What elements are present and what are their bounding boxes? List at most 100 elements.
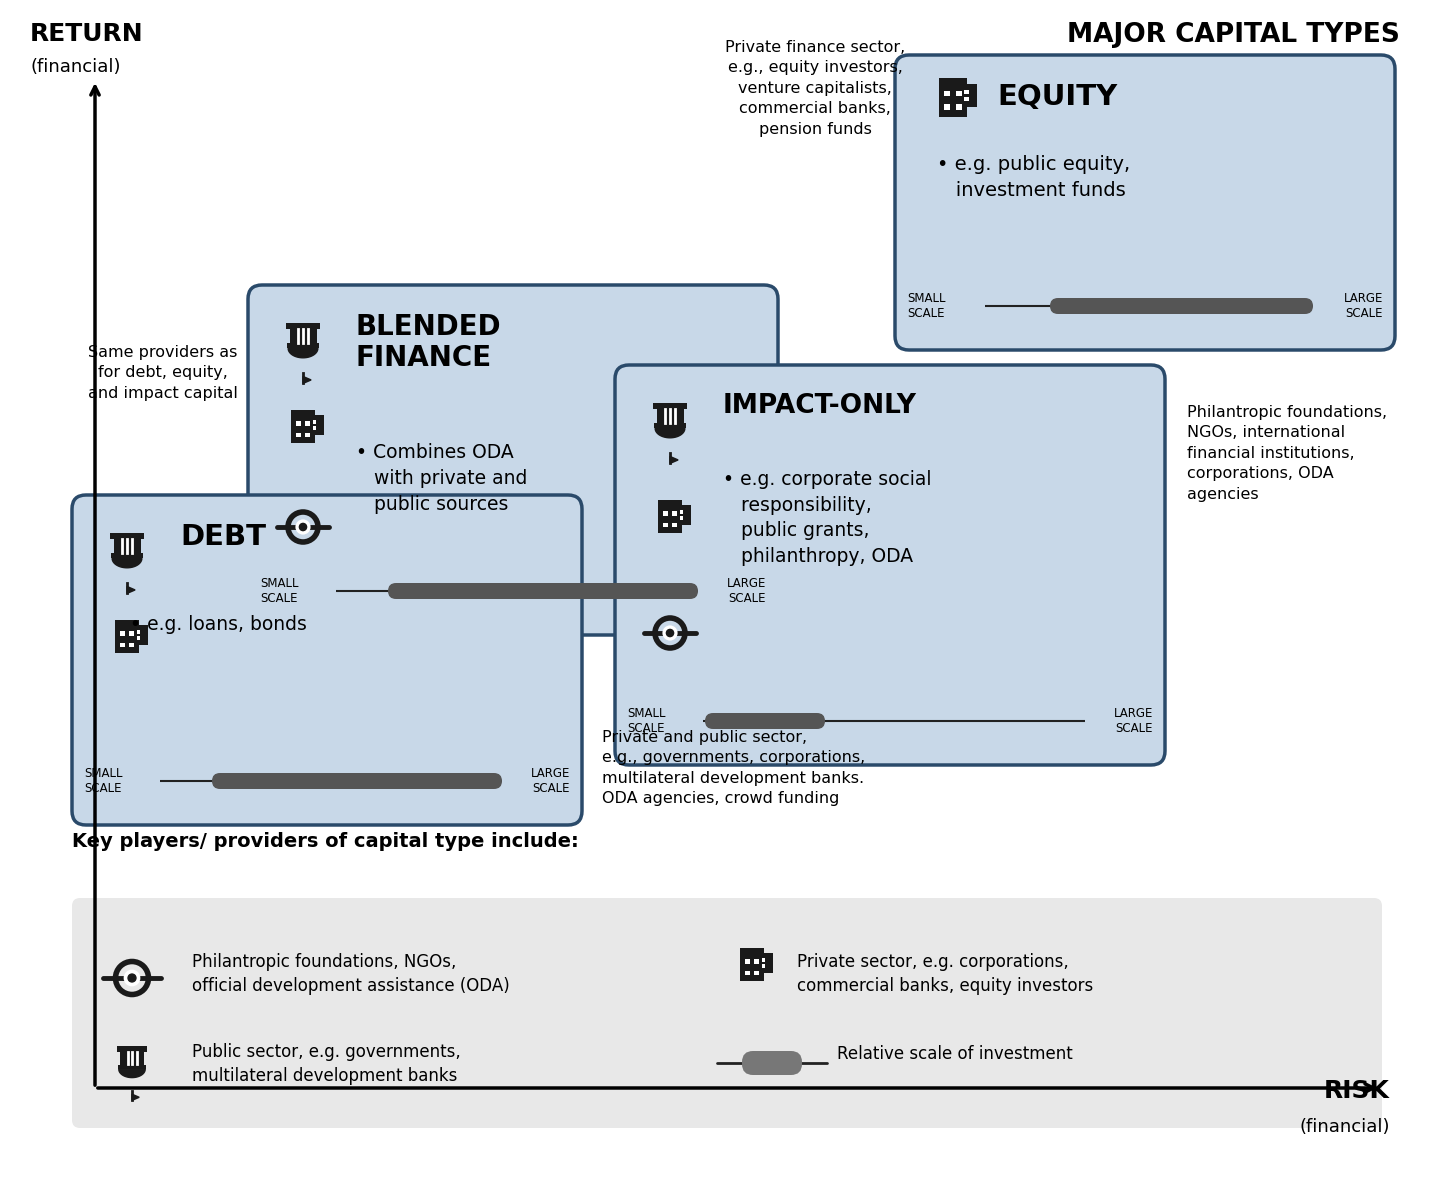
Circle shape [128,974,135,982]
FancyBboxPatch shape [744,959,750,963]
Text: Private sector, e.g. corporations,
commercial banks, equity investors: Private sector, e.g. corporations, comme… [796,953,1093,994]
FancyBboxPatch shape [755,959,759,963]
Text: Philantropic foundations,
NGOs, international
financial institutions,
corporatio: Philantropic foundations, NGOs, internat… [1187,405,1387,501]
FancyBboxPatch shape [305,432,310,437]
Text: SMALL
SCALE: SMALL SCALE [907,292,946,320]
Text: Relative scale of investment: Relative scale of investment [837,1045,1073,1063]
FancyBboxPatch shape [945,90,950,96]
Polygon shape [655,429,685,438]
Polygon shape [112,558,143,568]
FancyBboxPatch shape [680,516,684,520]
FancyBboxPatch shape [118,1064,145,1069]
FancyBboxPatch shape [120,1051,144,1064]
Text: SMALL
SCALE: SMALL SCALE [261,577,298,605]
FancyBboxPatch shape [135,625,147,645]
FancyBboxPatch shape [311,416,324,435]
Text: RISK: RISK [1325,1079,1390,1102]
FancyBboxPatch shape [137,636,141,640]
Text: (financial): (financial) [30,58,121,76]
FancyBboxPatch shape [130,631,134,636]
FancyBboxPatch shape [117,1047,147,1051]
Text: EQUITY: EQUITY [996,83,1117,110]
FancyBboxPatch shape [662,523,668,527]
FancyBboxPatch shape [72,495,582,824]
FancyBboxPatch shape [672,523,677,527]
FancyBboxPatch shape [740,948,765,981]
FancyBboxPatch shape [939,78,968,116]
FancyBboxPatch shape [956,105,962,110]
Text: LARGE
SCALE: LARGE SCALE [727,577,766,605]
Text: Private and public sector,
e.g., governments, corporations,
multilateral develop: Private and public sector, e.g., governm… [602,729,865,807]
Text: LARGE
SCALE: LARGE SCALE [1344,292,1382,320]
FancyBboxPatch shape [965,89,969,94]
FancyBboxPatch shape [963,83,978,107]
FancyBboxPatch shape [680,510,684,514]
FancyBboxPatch shape [111,532,144,538]
FancyBboxPatch shape [672,511,677,516]
FancyBboxPatch shape [615,365,1165,765]
FancyBboxPatch shape [654,403,687,409]
FancyBboxPatch shape [289,329,317,343]
Text: RETURN: RETURN [30,23,144,46]
Text: Public sector, e.g. governments,
multilateral development banks: Public sector, e.g. governments, multila… [192,1043,461,1085]
FancyBboxPatch shape [130,643,134,647]
Text: IMPACT-ONLY: IMPACT-ONLY [723,393,917,419]
FancyBboxPatch shape [312,426,317,430]
FancyBboxPatch shape [120,631,125,636]
FancyBboxPatch shape [762,965,766,968]
Polygon shape [670,456,678,463]
FancyBboxPatch shape [248,285,778,636]
Circle shape [124,969,140,986]
FancyBboxPatch shape [312,421,317,424]
Text: LARGE
SCALE: LARGE SCALE [530,767,570,795]
Text: BLENDED
FINANCE: BLENDED FINANCE [356,312,501,372]
Polygon shape [288,348,318,358]
Text: • e.g. loans, bonds: • e.g. loans, bonds [130,615,307,634]
FancyBboxPatch shape [760,953,773,973]
Text: • e.g. corporate social
   responsibility,
   public grants,
   philanthropy, OD: • e.g. corporate social responsibility, … [723,470,932,567]
FancyBboxPatch shape [137,630,141,634]
Circle shape [667,630,674,637]
FancyBboxPatch shape [755,971,759,975]
FancyBboxPatch shape [742,1051,802,1075]
FancyBboxPatch shape [72,898,1382,1127]
Text: SMALL
SCALE: SMALL SCALE [84,767,122,795]
FancyBboxPatch shape [114,538,141,554]
Text: Private finance sector,
e.g., equity investors,
venture capitalists,
commercial : Private finance sector, e.g., equity inv… [724,40,906,137]
FancyBboxPatch shape [295,432,301,437]
FancyBboxPatch shape [762,959,766,962]
FancyBboxPatch shape [965,96,969,101]
FancyBboxPatch shape [120,643,125,647]
FancyBboxPatch shape [706,713,825,729]
Text: Same providers as
for debt, equity,
and impact capital: Same providers as for debt, equity, and … [88,345,238,400]
Text: Philantropic foundations, NGOs,
official development assistance (ODA): Philantropic foundations, NGOs, official… [192,953,510,994]
Text: Key players/ providers of capital type include:: Key players/ providers of capital type i… [72,832,579,851]
FancyBboxPatch shape [305,421,310,426]
FancyBboxPatch shape [295,421,301,426]
FancyBboxPatch shape [1050,298,1313,314]
FancyBboxPatch shape [662,511,668,516]
Text: • e.g. public equity,
   investment funds: • e.g. public equity, investment funds [937,154,1130,201]
Text: • Combines ODA
   with private and
   public sources: • Combines ODA with private and public s… [356,443,527,513]
FancyBboxPatch shape [287,323,320,329]
FancyBboxPatch shape [291,410,315,443]
Text: MAJOR CAPITAL TYPES: MAJOR CAPITAL TYPES [1067,23,1400,48]
FancyBboxPatch shape [288,343,318,348]
Polygon shape [127,587,135,594]
FancyBboxPatch shape [678,505,691,525]
Polygon shape [132,1094,140,1100]
FancyBboxPatch shape [387,583,698,599]
FancyBboxPatch shape [657,409,684,423]
Polygon shape [302,377,311,384]
Text: DEBT: DEBT [180,523,266,551]
FancyBboxPatch shape [212,773,503,789]
Polygon shape [118,1069,145,1078]
FancyBboxPatch shape [744,971,750,975]
Text: (financial): (financial) [1299,1118,1390,1136]
FancyBboxPatch shape [115,620,140,653]
FancyBboxPatch shape [111,554,143,558]
FancyBboxPatch shape [654,423,685,429]
FancyBboxPatch shape [945,105,950,110]
Circle shape [295,519,311,535]
Text: LARGE
SCALE: LARGE SCALE [1113,707,1153,735]
